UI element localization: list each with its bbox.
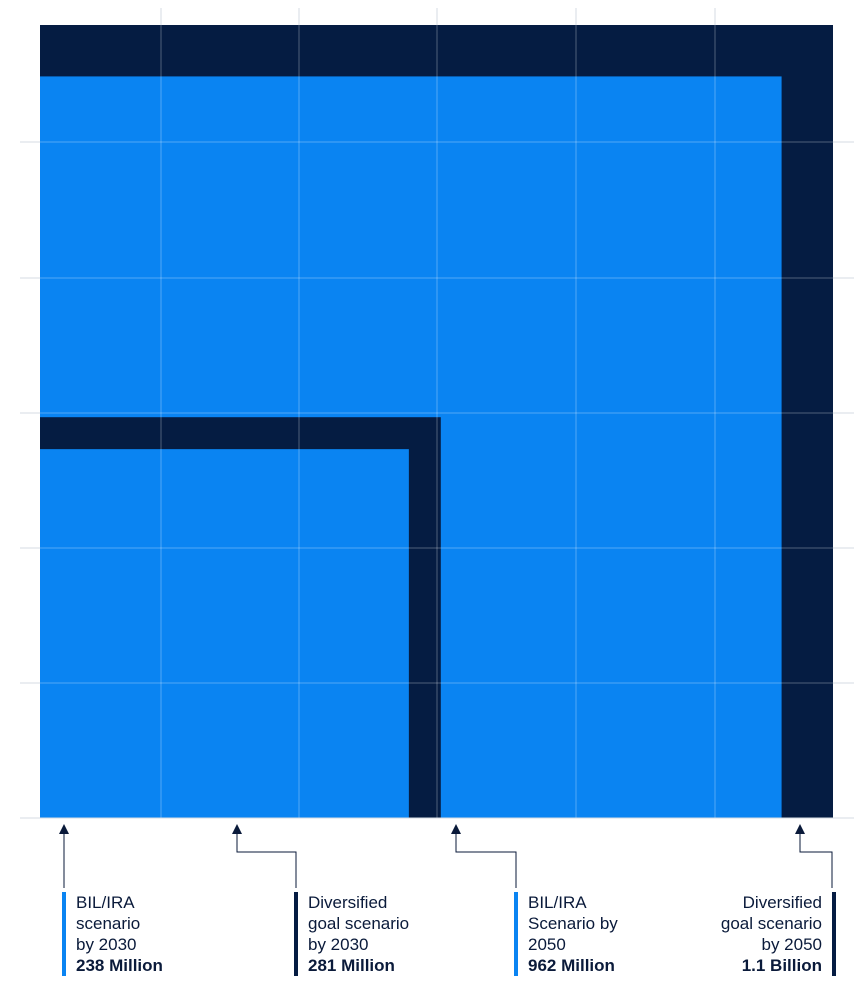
leader-line — [455, 826, 517, 888]
label-desc: Diversified goal scenario by 2050 — [720, 893, 822, 954]
label-value: 281 Million — [308, 956, 395, 975]
label-value: 962 Million — [528, 956, 615, 975]
callout-arrows — [59, 824, 833, 888]
label-bil-ira-2030: BIL/IRA scenario by 2030 238 Million — [62, 892, 163, 976]
label-bil-ira-2050: BIL/IRA Scenario by 2050 962 Million — [514, 892, 618, 976]
square-bil-ira-2030 — [40, 449, 409, 818]
arrowhead-icon — [59, 824, 69, 834]
arrowhead-icon — [451, 824, 461, 834]
arrow-diversified-2050 — [795, 824, 833, 888]
label-value: 1.1 Billion — [741, 956, 822, 975]
area-squares — [40, 25, 833, 818]
label-desc: BIL/IRA Scenario by 2050 — [528, 893, 618, 954]
label-diversified-2050: Diversified goal scenario by 2050 1.1 Bi… — [721, 892, 836, 976]
arrowhead-icon — [232, 824, 242, 834]
label-desc: BIL/IRA scenario by 2030 — [76, 893, 141, 954]
label-desc: Diversified goal scenario by 2030 — [308, 893, 410, 954]
leader-line — [236, 826, 297, 888]
arrowhead-icon — [795, 824, 805, 834]
label-value: 238 Million — [76, 956, 163, 975]
arrow-bil-ira-2030 — [59, 824, 69, 888]
arrow-diversified-2030 — [232, 824, 297, 888]
arrow-bil-ira-2050 — [451, 824, 517, 888]
label-diversified-2030: Diversified goal scenario by 2030 281 Mi… — [294, 892, 409, 976]
grid-overlay — [20, 25, 854, 819]
leader-line — [799, 826, 833, 888]
